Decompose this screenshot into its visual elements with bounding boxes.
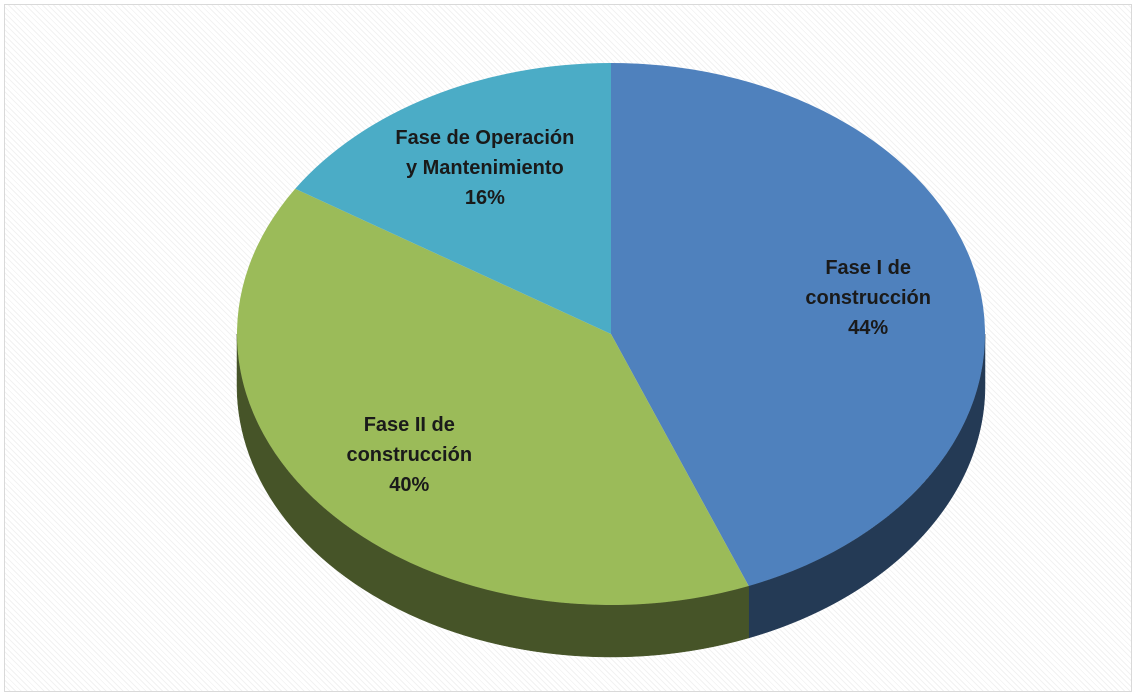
category-label: Fase de Operación y Mantenimiento (395, 126, 575, 179)
slice (295, 63, 611, 334)
data-label: Fase de Operación y Mantenimiento 16% (390, 123, 580, 213)
category-label: Fase II de construcción (346, 413, 473, 466)
data-label: Fase II de construcción 40% (314, 410, 504, 500)
category-label: Fase I de construcción (805, 257, 931, 310)
value-label: 44% (848, 317, 889, 340)
slice (611, 63, 985, 586)
slice (237, 188, 749, 605)
data-label: Fase I de construcción 44% (773, 253, 963, 343)
value-label: 40% (389, 473, 430, 496)
value-label: 16% (464, 186, 505, 209)
